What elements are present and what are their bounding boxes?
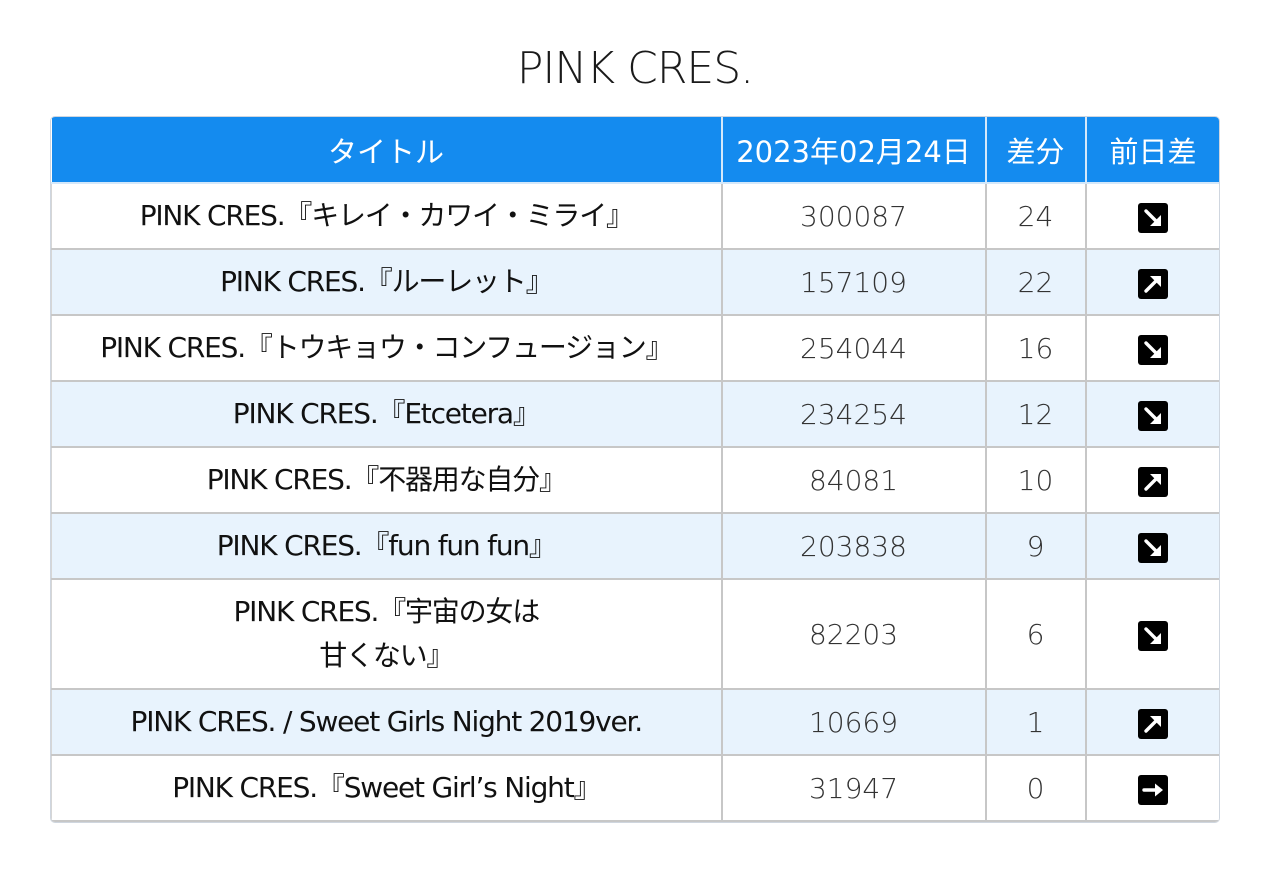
table-row: PINK CRES.『トウキョウ・コンフュージョン』 254044 16: [51, 314, 1219, 382]
table-row: PINK CRES.『キレイ・カワイ・ミライ』 300087 24: [51, 182, 1219, 250]
trend-cell: [1084, 182, 1219, 250]
count-cell: 254044: [720, 314, 987, 382]
trend-cell: [1084, 314, 1219, 382]
trend-cell: [1084, 578, 1219, 690]
trend-down-icon: [1137, 532, 1168, 563]
song-title-cell: PINK CRES.『ルーレット』: [51, 248, 723, 316]
header-date: 2023年02月24日: [720, 117, 987, 184]
trend-down-icon: [1137, 400, 1168, 431]
trend-up-icon: [1137, 708, 1168, 739]
diff-cell: 10: [984, 446, 1087, 514]
diff-cell: 6: [984, 578, 1087, 690]
song-title-cell: PINK CRES.『Sweet Girl’s Night』: [51, 754, 723, 822]
trend-cell: [1084, 688, 1219, 756]
table-row: PINK CRES. / Sweet Girls Night 2019ver. 1…: [51, 688, 1219, 756]
ranking-table: タイトル 2023年02月24日 差分 前日差 PINK CRES.『キレイ・カ…: [51, 117, 1219, 822]
header-prev-day-diff: 前日差: [1084, 117, 1219, 184]
table-row: PINK CRES.『ルーレット』 157109 22: [51, 248, 1219, 316]
count-cell: 234254: [720, 380, 987, 448]
count-cell: 84081: [720, 446, 987, 514]
trend-flat-icon: [1137, 774, 1168, 805]
trend-cell: [1084, 512, 1219, 580]
diff-cell: 0: [984, 754, 1087, 822]
trend-down-icon: [1137, 620, 1168, 651]
song-title-cell: PINK CRES.『キレイ・カワイ・ミライ』: [51, 182, 723, 250]
diff-cell: 22: [984, 248, 1087, 316]
song-title-cell: PINK CRES.『トウキョウ・コンフュージョン』: [51, 314, 723, 382]
diff-cell: 12: [984, 380, 1087, 448]
count-cell: 10669: [720, 688, 987, 756]
header-diff: 差分: [984, 117, 1087, 184]
header-title: タイトル: [51, 117, 723, 184]
diff-cell: 24: [984, 182, 1087, 250]
count-cell: 157109: [720, 248, 987, 316]
trend-down-icon: [1137, 202, 1168, 233]
count-cell: 82203: [720, 578, 987, 690]
song-title-cell: PINK CRES.『不器用な自分』: [51, 446, 723, 514]
count-cell: 203838: [720, 512, 987, 580]
count-cell: 300087: [720, 182, 987, 250]
trend-cell: [1084, 754, 1219, 822]
diff-cell: 16: [984, 314, 1087, 382]
count-cell: 31947: [720, 754, 987, 822]
diff-cell: 1: [984, 688, 1087, 756]
song-title-cell: PINK CRES. / Sweet Girls Night 2019ver.: [51, 688, 723, 756]
ranking-table-container: タイトル 2023年02月24日 差分 前日差 PINK CRES.『キレイ・カ…: [51, 117, 1219, 822]
table-header-row: タイトル 2023年02月24日 差分 前日差: [51, 117, 1219, 184]
trend-up-icon: [1137, 466, 1168, 497]
diff-cell: 9: [984, 512, 1087, 580]
table-row: PINK CRES.『Sweet Girl’s Night』 31947 0: [51, 754, 1219, 822]
table-row: PINK CRES.『fun fun fun』 203838 9: [51, 512, 1219, 580]
table-row: PINK CRES.『宇宙の女は 甘くない』 82203 6: [51, 578, 1219, 690]
trend-up-icon: [1137, 268, 1168, 299]
table-row: PINK CRES.『不器用な自分』 84081 10: [51, 446, 1219, 514]
song-title-cell: PINK CRES.『fun fun fun』: [51, 512, 723, 580]
trend-cell: [1084, 248, 1219, 316]
song-title-cell: PINK CRES.『宇宙の女は 甘くない』: [51, 578, 723, 690]
table-row: PINK CRES.『Etcetera』 234254 12: [51, 380, 1219, 448]
song-title-cell: PINK CRES.『Etcetera』: [51, 380, 723, 448]
trend-cell: [1084, 446, 1219, 514]
page-title: PINK CRES.: [516, 43, 754, 94]
trend-cell: [1084, 380, 1219, 448]
trend-down-icon: [1137, 334, 1168, 365]
